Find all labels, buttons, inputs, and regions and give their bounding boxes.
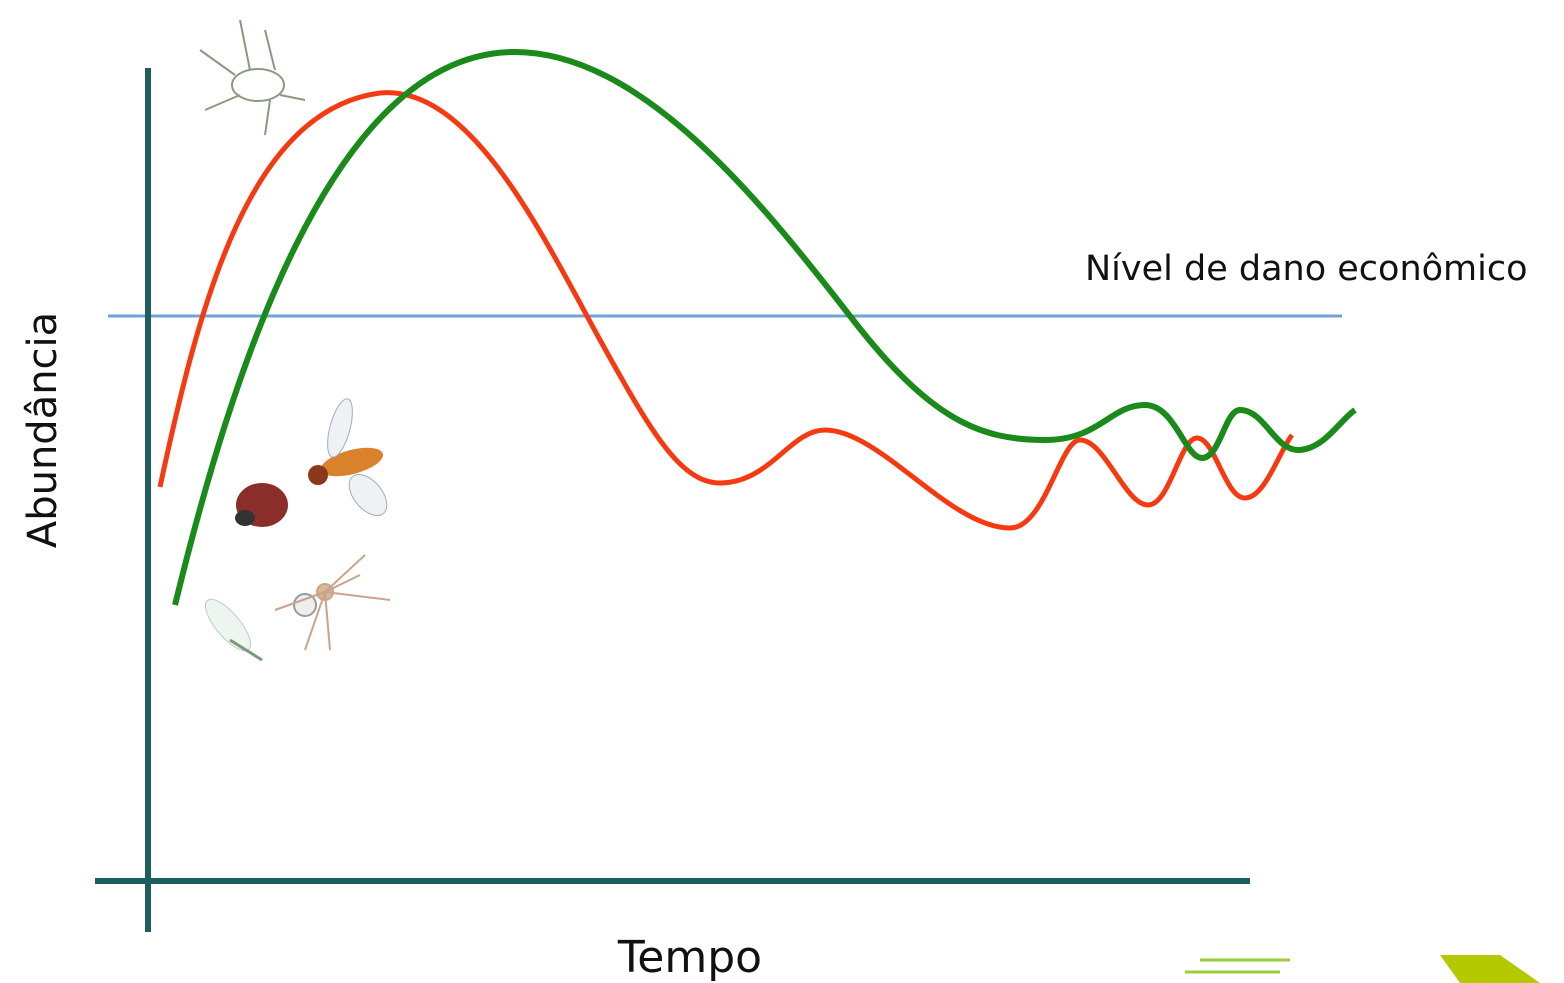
lacewing-icon: [198, 593, 262, 660]
threshold-label: Nível de dano econômico: [1085, 249, 1528, 289]
x-axis-label: Tempo: [617, 932, 762, 983]
corner-decoration: [1185, 955, 1540, 983]
spider-icon: [275, 555, 390, 650]
y-axis-label: Abundância: [20, 312, 66, 548]
enemy-curve: [175, 52, 1355, 605]
aphid-icon: [200, 20, 305, 135]
diagram: Abundância Tempo Nível de dano econômico: [0, 0, 1564, 983]
ladybug-icon: [235, 483, 288, 527]
hoverfly-icon: [308, 396, 394, 522]
